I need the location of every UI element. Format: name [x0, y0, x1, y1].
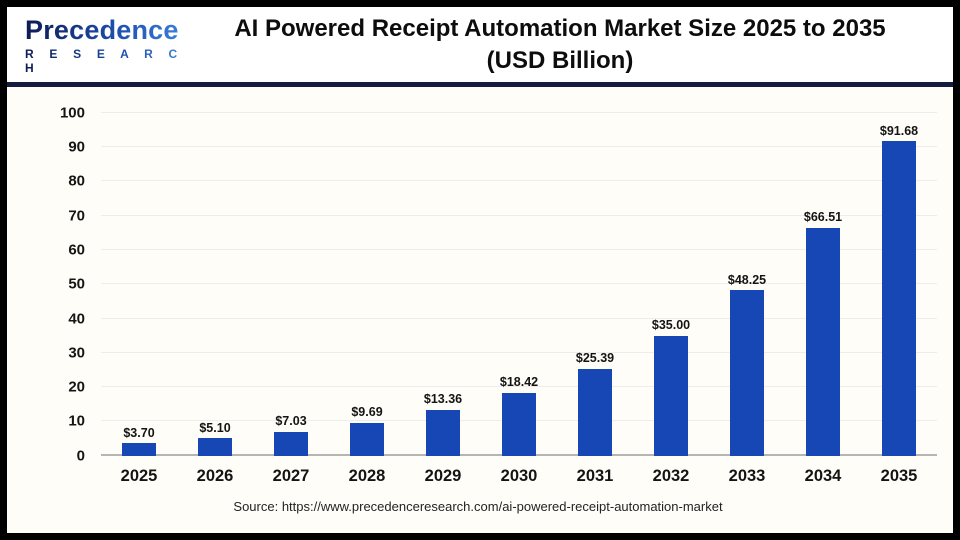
bar-value-label: $66.51: [803, 210, 843, 225]
bar-2029: [426, 409, 460, 456]
gridline: [101, 283, 937, 285]
bar-2030: [502, 392, 536, 456]
bar-group-2032: $35.00: [633, 113, 709, 456]
bar-value-label: $5.10: [199, 420, 231, 435]
bar-2028: [350, 422, 384, 456]
x-tick-label: 2032: [652, 466, 690, 485]
bar-group-2035: $91.68: [861, 113, 937, 456]
header-divider: [7, 81, 953, 87]
bar-2031: [578, 368, 612, 456]
bar-2035: [882, 141, 916, 456]
bar-group-2031: $25.39: [557, 113, 633, 456]
x-tick-label: 2029: [424, 466, 462, 485]
x-tick-label: 2025: [120, 466, 158, 485]
chart-area: 0 10 20 30 40 50 60 70 80 90 100 $3.70 $5.10 $7.03 $9…: [7, 87, 953, 533]
source-note: Source: https://www.precedenceresearch.c…: [233, 498, 723, 514]
x-tick-label: 2030: [500, 466, 538, 485]
y-tick-label: 0: [76, 447, 85, 465]
x-tick-label: 2035: [880, 466, 918, 485]
header: Precedence R E S E A R C H AI Powered Re…: [7, 7, 953, 82]
gridline: [101, 248, 937, 250]
bar-2025: [122, 443, 156, 456]
y-axis: 0 10 20 30 40 50 60 70 80 90 100: [19, 105, 93, 463]
gridline: [101, 180, 937, 182]
y-tick-label: 10: [68, 412, 85, 430]
gridline: [101, 386, 937, 388]
bar-2027: [274, 431, 308, 456]
bar-value-label: $18.42: [499, 375, 539, 390]
x-tick-label: 2028: [348, 466, 386, 485]
y-tick-label: 30: [68, 344, 85, 362]
x-axis-labels: 2025 2026 2027 2028 2029 2030 2031 2032 2033 2034…: [101, 467, 937, 486]
logo-wordmark: Precedence: [25, 16, 193, 45]
bar-value-label: $91.68: [879, 123, 919, 138]
bar-value-label: $3.70: [123, 425, 155, 440]
y-tick-label: 70: [68, 207, 85, 225]
x-tick-label: 2034: [804, 466, 842, 485]
bar-group-2028: $9.69: [329, 113, 405, 456]
bar-value-label: $13.36: [423, 392, 463, 407]
bar-group-2027: $7.03: [253, 113, 329, 456]
gridline: [101, 351, 937, 353]
bar-2033: [730, 290, 764, 456]
gridline: [101, 111, 937, 113]
x-tick-label: 2026: [196, 466, 234, 485]
bar-value-label: $35.00: [651, 318, 691, 333]
gridline: [101, 146, 937, 148]
bar-value-label: $25.39: [575, 351, 615, 366]
y-tick-label: 100: [59, 104, 85, 122]
bar-value-label: $48.25: [727, 272, 767, 287]
bar-2034: [806, 227, 840, 456]
bar-series: $3.70 $5.10 $7.03 $9.69 $13.36 $18.42 $25.39 $3…: [101, 113, 937, 456]
y-tick-label: 20: [68, 378, 85, 396]
y-tick-label: 80: [68, 172, 85, 190]
chart-title-line2: (USD Billion): [486, 47, 634, 75]
y-tick-label: 90: [68, 138, 85, 156]
y-tick-label: 60: [68, 241, 85, 259]
y-tick-label: 50: [68, 275, 85, 293]
bar-group-2030: $18.42: [481, 113, 557, 456]
gridline: [101, 214, 937, 216]
bar-group-2025: $3.70: [101, 113, 177, 456]
bar-value-label: $9.69: [351, 405, 383, 420]
gridline: [101, 317, 937, 319]
bar-2026: [198, 438, 232, 456]
plot-row: 0 10 20 30 40 50 60 70 80 90 100 $3.70 $5.10 $7.03 $9…: [19, 105, 937, 463]
bar-group-2026: $5.10: [177, 113, 253, 456]
bar-group-2034: $66.51: [785, 113, 861, 456]
logo-subtitle: R E S E A R C H: [25, 47, 193, 75]
precedence-research-logo: Precedence R E S E A R C H: [25, 16, 193, 75]
plot-area: $3.70 $5.10 $7.03 $9.69 $13.36 $18.42 $25.39 $3…: [101, 111, 937, 456]
x-tick-label: 2033: [728, 466, 766, 485]
bar-2032: [654, 335, 688, 456]
y-tick-label: 40: [68, 310, 85, 328]
bar-group-2029: $13.36: [405, 113, 481, 456]
x-tick-label: 2031: [576, 466, 614, 485]
chart-title-line1: AI Powered Receipt Automation Market Siz…: [234, 15, 886, 42]
bar-value-label: $7.03: [275, 414, 307, 429]
x-tick-label: 2027: [272, 466, 310, 485]
bar-group-2033: $48.25: [709, 113, 785, 456]
chart-title: AI Powered Receipt Automation Market Siz…: [193, 13, 937, 78]
